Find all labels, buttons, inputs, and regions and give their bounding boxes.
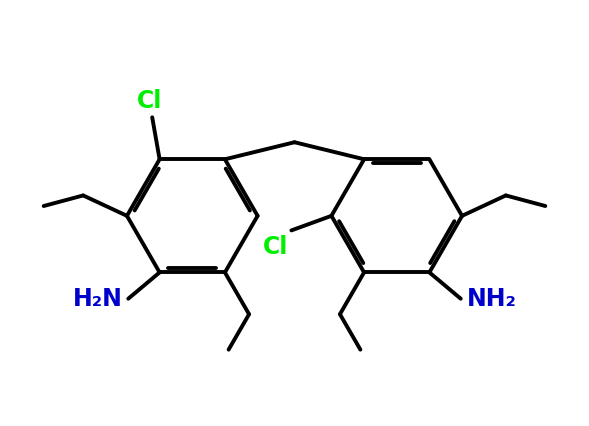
Text: Cl: Cl (137, 89, 162, 113)
Text: NH₂: NH₂ (466, 287, 517, 311)
Text: Cl: Cl (263, 235, 289, 259)
Text: H₂N: H₂N (72, 287, 123, 311)
